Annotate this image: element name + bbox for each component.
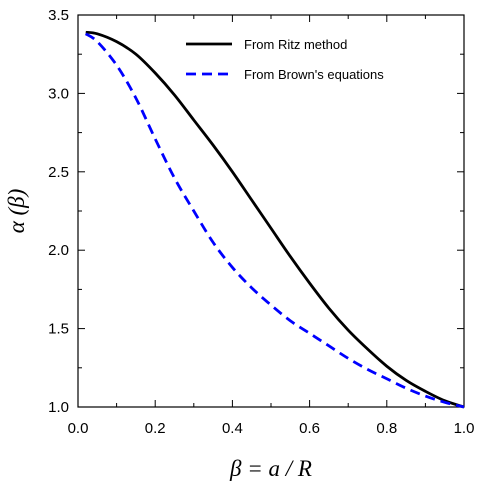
y-tick-label: 3.0 xyxy=(48,85,69,102)
legend-label-1: From Brown's equations xyxy=(244,67,384,82)
series-line-1 xyxy=(84,32,465,409)
y-axis-label: α (β) xyxy=(4,189,29,234)
x-tick-label: 0.6 xyxy=(299,420,320,437)
x-tick-label: 0.8 xyxy=(376,420,397,437)
series-line-0 xyxy=(85,30,465,409)
x-tick-label: 0.2 xyxy=(145,420,166,437)
y-tick-label: 1.0 xyxy=(48,399,69,416)
legend-label-0: From Ritz method xyxy=(244,37,347,52)
y-tick-label: 1.5 xyxy=(48,321,69,338)
y-tick-label: 3.5 xyxy=(48,7,69,24)
y-tick-label: 2.0 xyxy=(48,242,69,259)
y-tick-label: 2.5 xyxy=(48,164,69,181)
x-tick-label: 0.4 xyxy=(222,420,243,437)
x-tick-label: 1.0 xyxy=(454,420,475,437)
x-axis-label: β = a / R xyxy=(229,456,312,481)
x-tick-label: 0.0 xyxy=(68,420,89,437)
